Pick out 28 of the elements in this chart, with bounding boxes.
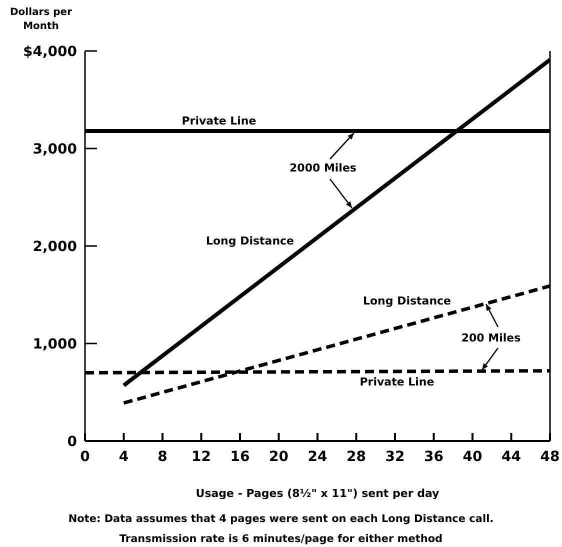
x-axis-title: Usage - Pages (8½" x 11") sent per day (196, 487, 440, 500)
x-tick-label: 28 (346, 448, 366, 465)
x-tick-label: 0 (80, 448, 90, 465)
y-tick-label: 1,000 (32, 336, 78, 352)
y-axis-title: Dollars per Month (10, 6, 72, 34)
text: Note: Data assumes that 4 pages were sent on each Long Distance call. (67, 512, 495, 527)
y-tick-label: 3,000 (32, 141, 78, 158)
x-tick-label: 48 (540, 448, 560, 465)
x-tick-label: 16 (230, 448, 250, 465)
annotation: Long Distance (206, 234, 294, 248)
annotation: 2000 Miles (290, 162, 357, 174)
x-tick-label: 12 (192, 448, 211, 465)
x-tick-label: 4 (118, 448, 129, 465)
annotation: Private Line (360, 376, 434, 388)
y-tick-label: 2,000 (32, 238, 78, 255)
annotation: 200 Miles (461, 332, 522, 344)
y-tick-label: $4,000 (22, 44, 78, 60)
annotation: Long Distance (362, 294, 452, 308)
annotation: Private Line (182, 114, 256, 128)
x-tick-label: 24 (308, 448, 328, 465)
x-tick-label: 20 (269, 448, 289, 465)
x-tick-label: 40 (462, 448, 482, 465)
x-tick-label: 44 (502, 448, 522, 465)
x-tick-label: 36 (424, 448, 444, 465)
x-tick-label: 8 (158, 448, 168, 465)
text: Transmission rate is 6 minutes/page for either method (118, 532, 444, 547)
y-tick-label: 0 (67, 434, 78, 450)
x-tick-label: 32 (385, 448, 405, 465)
